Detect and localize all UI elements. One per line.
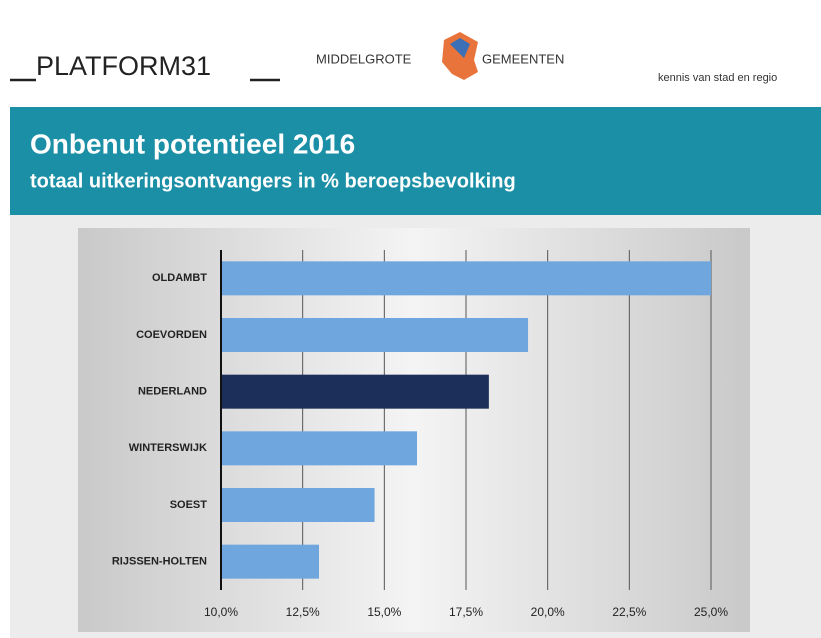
x-tick-label: 15,0% (367, 605, 401, 619)
y-tick-label: OLDAMBT (152, 272, 207, 284)
bar (221, 374, 489, 409)
x-tick-label: 12,5% (286, 605, 320, 619)
logo-map (450, 38, 470, 58)
bar (221, 544, 319, 579)
x-tick-label: 10,0% (204, 605, 238, 619)
bar (221, 318, 529, 352)
y-tick-label: RIJSSEN-HOLTEN (112, 556, 207, 568)
y-tick-label: WINTERSWIJK (129, 442, 207, 454)
x-tick-label: 22,5% (612, 605, 646, 619)
chart-title: Onbenut potentieel 2016 (30, 128, 355, 159)
y-tick-label: NEDERLAND (138, 386, 207, 398)
x-tick-label: 17,5% (449, 605, 483, 619)
banner (10, 107, 821, 215)
tagline: kennis van stad en regio (658, 72, 777, 84)
bar (221, 431, 417, 466)
partner-left: MIDDELGROTE (316, 51, 412, 66)
y-tick-label: COEVORDEN (136, 329, 207, 341)
x-tick-label: 25,0% (694, 605, 728, 619)
chart-subtitle: totaal uitkeringsontvangers in % beroeps… (30, 170, 516, 192)
partner-right: GEMEENTEN (482, 51, 564, 66)
x-tick-label: 20,0% (531, 605, 565, 619)
brand: PLATFORM31 (36, 51, 211, 81)
y-tick-label: SOEST (170, 499, 208, 511)
bar (221, 488, 375, 522)
bar (221, 261, 711, 296)
